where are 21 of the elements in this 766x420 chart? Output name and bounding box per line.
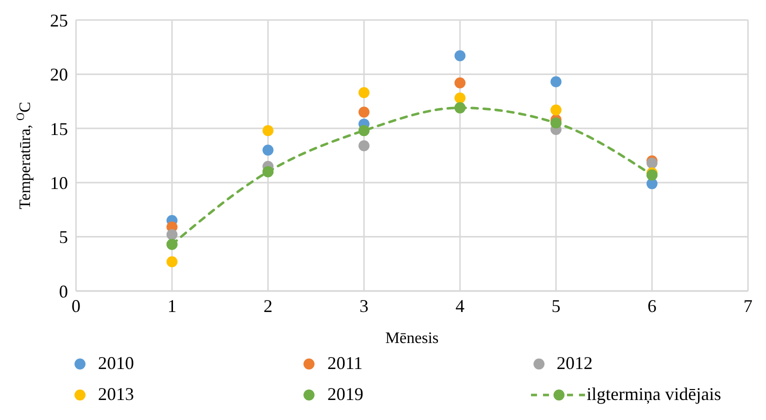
legend-label: 2012: [556, 353, 593, 374]
x-tick-label: 7: [744, 296, 752, 316]
legend-label: 2011: [327, 353, 363, 374]
x-tick-label: 5: [552, 296, 560, 316]
y-tick-label: 5: [59, 227, 68, 248]
x-axis-title: Mēnesis: [385, 330, 439, 347]
y-tick-label: 10: [50, 172, 68, 193]
legend-label: 2013: [98, 384, 134, 405]
legend-label: ilgtermiņa vidējais: [586, 384, 722, 405]
legend-label: 2010: [98, 353, 134, 374]
legend-label: 2019: [327, 384, 364, 405]
x-tick-label: 1: [168, 296, 176, 316]
y-tick-label: 20: [50, 64, 68, 85]
x-tick-label: 3: [360, 296, 368, 316]
x-tick-label: 0: [72, 296, 80, 316]
y-tick-label: 15: [50, 118, 68, 139]
x-tick-label: 6: [648, 296, 656, 316]
y-tick-label: 0: [59, 281, 68, 302]
x-tick-label: 2: [264, 296, 272, 316]
x-tick-label: 4: [456, 296, 464, 316]
y-tick-label: 25: [50, 10, 68, 30]
